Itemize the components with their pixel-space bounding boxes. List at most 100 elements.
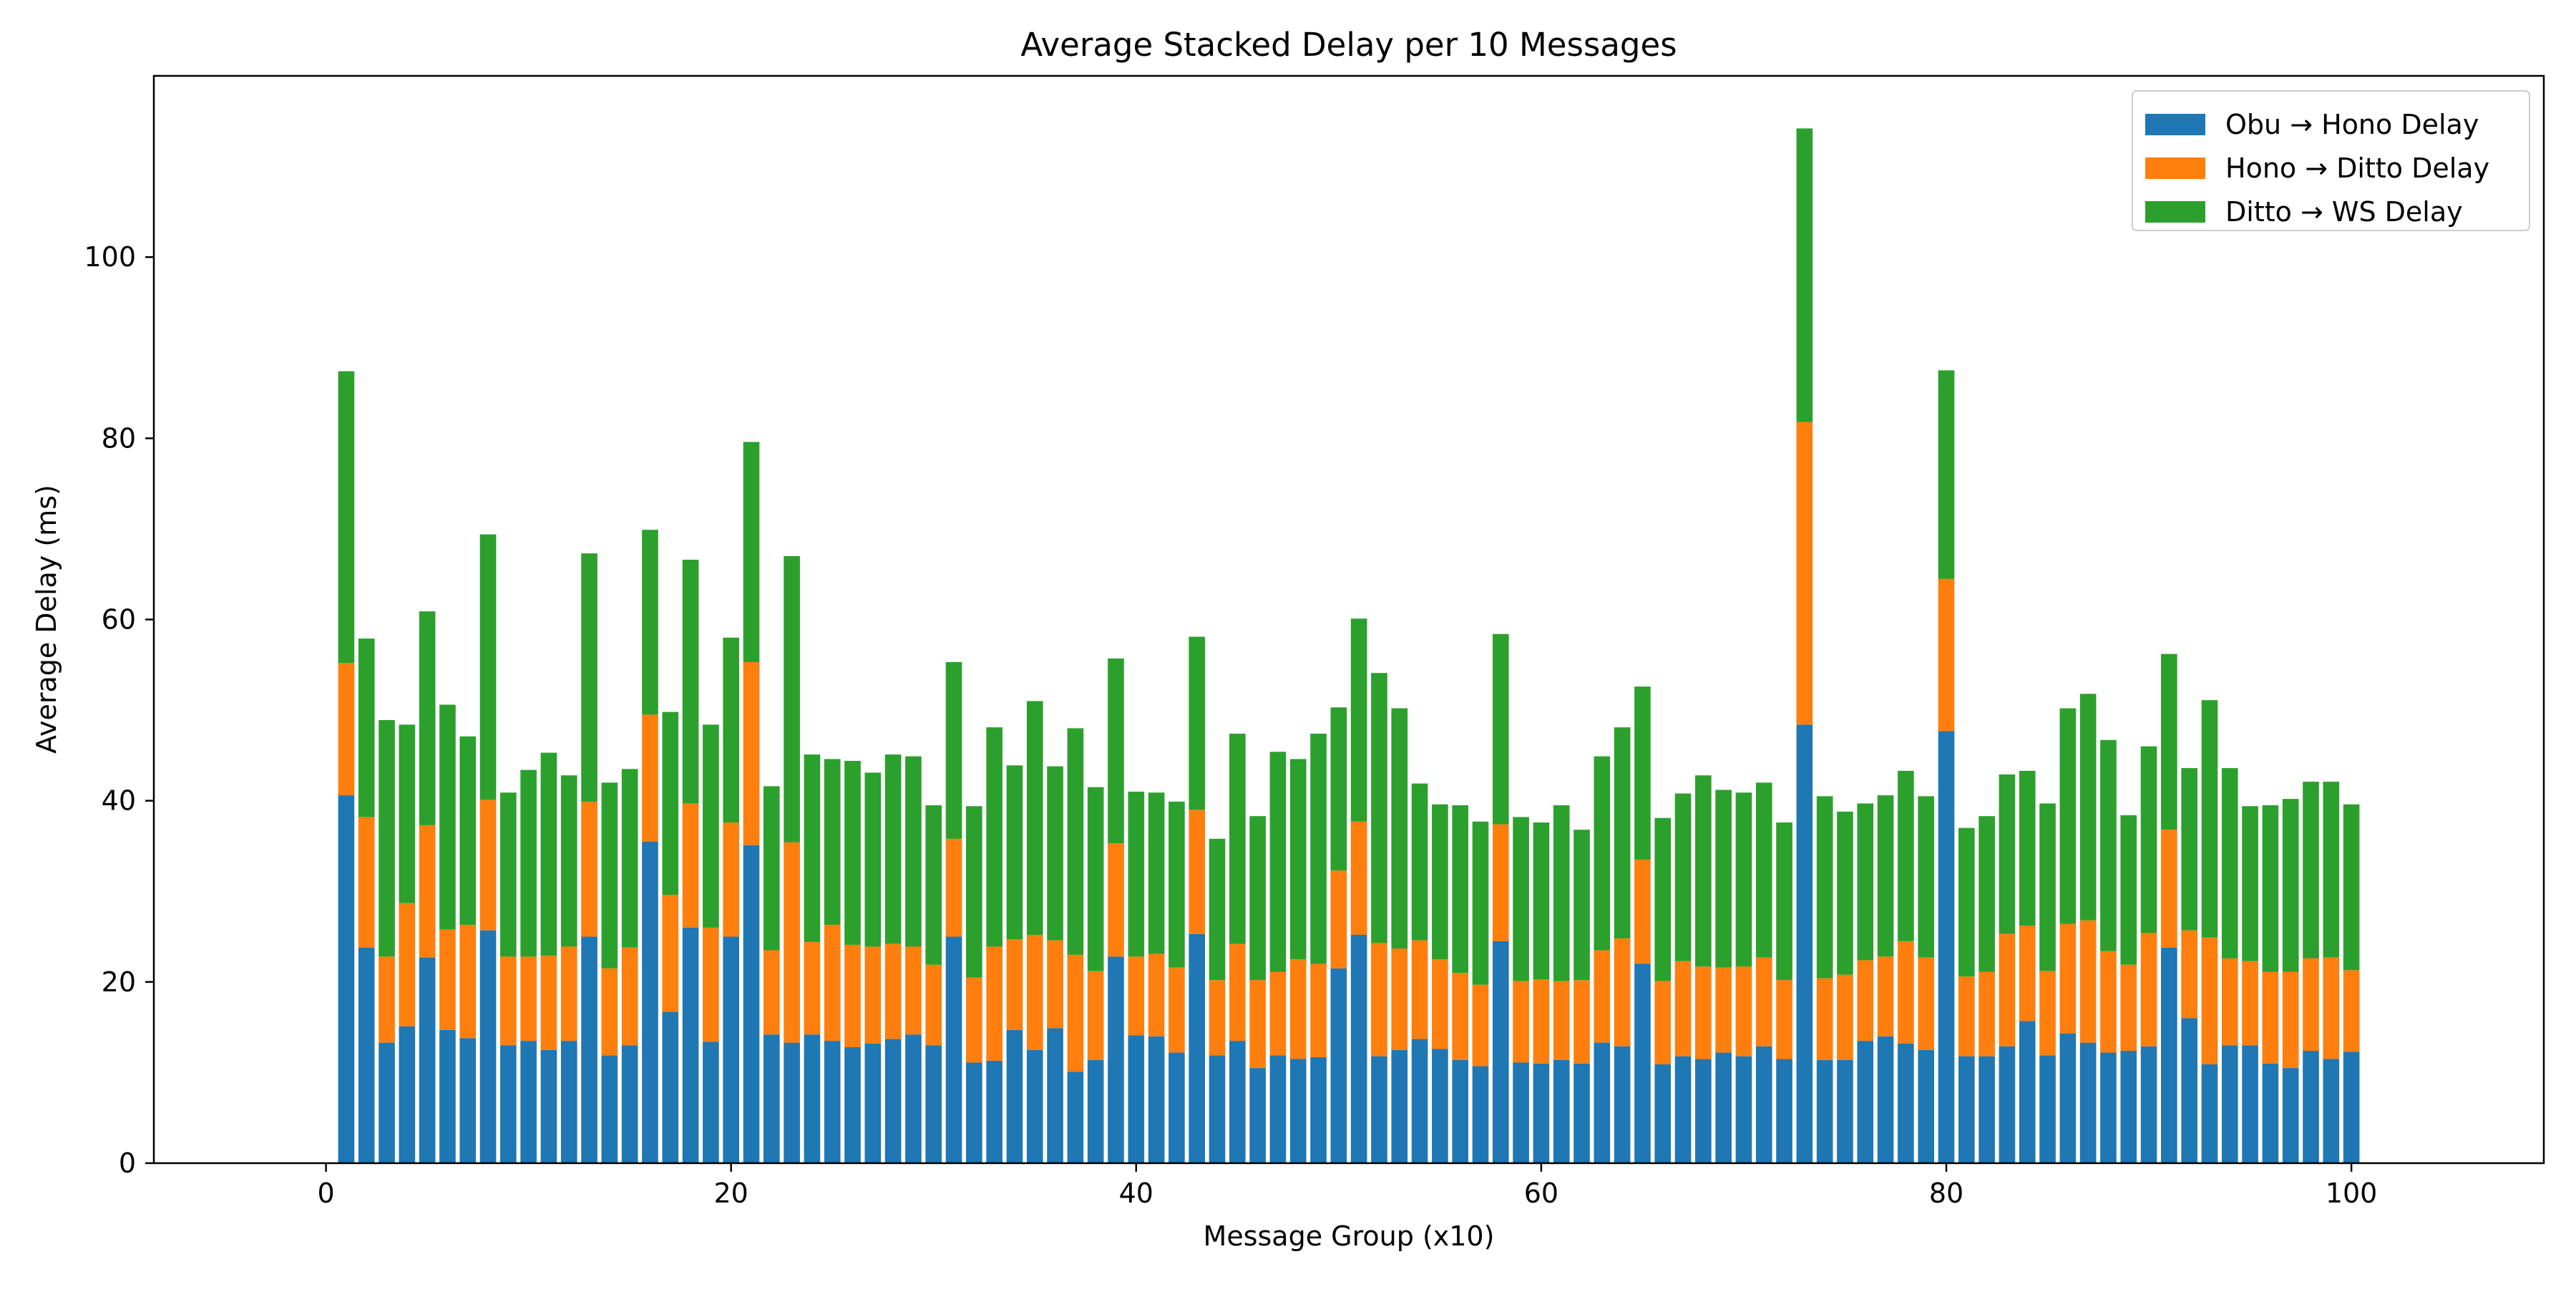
bar-ditto-ws-delay-96 <box>2262 805 2279 972</box>
chart-title: Average Stacked Delay per 10 Messages <box>1020 26 1677 64</box>
bar-obu-hono-delay-17 <box>662 1011 679 1163</box>
bar-hono-ditto-delay-18 <box>682 803 699 928</box>
bar-ditto-ws-delay-20 <box>723 637 740 823</box>
bar-obu-hono-delay-53 <box>1391 1049 1408 1163</box>
bar-ditto-ws-delay-87 <box>2079 694 2097 921</box>
bar-ditto-ws-delay-33 <box>986 727 1002 947</box>
bar-ditto-ws-delay-46 <box>1249 816 1266 981</box>
bar-obu-hono-delay-81 <box>1958 1056 1975 1163</box>
x-tick-label: 40 <box>1119 1177 1153 1209</box>
legend-label-ditto-ws-delay: Ditto → WS Delay <box>2225 196 2463 228</box>
bar-ditto-ws-delay-15 <box>621 769 638 948</box>
bar-obu-hono-delay-75 <box>1837 1059 1853 1163</box>
bar-ditto-ws-delay-55 <box>1432 804 1448 960</box>
bar-obu-hono-delay-7 <box>459 1038 477 1163</box>
bar-hono-ditto-delay-31 <box>945 838 962 937</box>
bar-ditto-ws-delay-50 <box>1330 707 1347 871</box>
bar-hono-ditto-delay-19 <box>703 927 719 1042</box>
bar-hono-ditto-delay-86 <box>2059 923 2077 1034</box>
bar-hono-ditto-delay-16 <box>642 714 658 842</box>
bar-obu-hono-delay-80 <box>1938 731 1955 1163</box>
bar-obu-hono-delay-42 <box>1169 1052 1185 1163</box>
bar-obu-hono-delay-50 <box>1330 968 1347 1163</box>
bar-hono-ditto-delay-96 <box>2262 971 2279 1064</box>
bar-ditto-ws-delay-74 <box>1816 796 1833 978</box>
bar-ditto-ws-delay-37 <box>1067 728 1084 955</box>
bar-ditto-ws-delay-93 <box>2201 700 2218 938</box>
bar-obu-hono-delay-44 <box>1209 1055 1226 1163</box>
bar-ditto-ws-delay-11 <box>540 752 557 956</box>
bar-obu-hono-delay-41 <box>1148 1036 1165 1163</box>
bar-hono-ditto-delay-41 <box>1148 953 1165 1036</box>
bar-ditto-ws-delay-5 <box>419 611 436 825</box>
bar-obu-hono-delay-90 <box>2140 1046 2157 1163</box>
bar-obu-hono-delay-25 <box>824 1041 841 1163</box>
bar-obu-hono-delay-73 <box>1796 724 1813 1163</box>
bar-ditto-ws-delay-75 <box>1837 811 1853 975</box>
bar-ditto-ws-delay-9 <box>500 792 517 957</box>
bar-ditto-ws-delay-14 <box>601 782 618 968</box>
bar-hono-ditto-delay-25 <box>824 925 841 1041</box>
bar-ditto-ws-delay-6 <box>439 704 456 930</box>
bar-ditto-ws-delay-99 <box>2323 782 2340 958</box>
bar-obu-hono-delay-78 <box>1898 1043 1914 1163</box>
bar-ditto-ws-delay-35 <box>1026 701 1043 936</box>
bar-ditto-ws-delay-8 <box>479 534 497 800</box>
bar-obu-hono-delay-21 <box>743 845 760 1163</box>
bar-obu-hono-delay-51 <box>1350 935 1367 1163</box>
bar-obu-hono-delay-86 <box>2059 1033 2077 1163</box>
bar-ditto-ws-delay-82 <box>1979 816 1995 972</box>
bar-hono-ditto-delay-81 <box>1958 976 1975 1057</box>
bar-ditto-ws-delay-47 <box>1269 752 1287 972</box>
bar-obu-hono-delay-100 <box>2343 1051 2360 1163</box>
bar-ditto-ws-delay-43 <box>1189 636 1206 810</box>
bar-ditto-ws-delay-62 <box>1574 830 1590 981</box>
bar-obu-hono-delay-88 <box>2100 1052 2117 1163</box>
bar-hono-ditto-delay-88 <box>2100 951 2117 1053</box>
bar-obu-hono-delay-77 <box>1877 1036 1894 1163</box>
bar-hono-ditto-delay-77 <box>1877 956 1894 1036</box>
bar-ditto-ws-delay-18 <box>682 559 699 804</box>
bar-obu-hono-delay-85 <box>2039 1055 2056 1163</box>
bar-hono-ditto-delay-43 <box>1189 810 1206 934</box>
bar-hono-ditto-delay-54 <box>1411 940 1428 1039</box>
bar-hono-ditto-delay-38 <box>1087 971 1104 1060</box>
bar-hono-ditto-delay-65 <box>1634 859 1651 964</box>
bar-obu-hono-delay-28 <box>884 1039 902 1163</box>
bar-obu-hono-delay-9 <box>500 1045 517 1163</box>
bar-ditto-ws-delay-84 <box>2019 770 2036 926</box>
legend-label-hono-ditto-delay: Hono → Ditto Delay <box>2225 152 2489 184</box>
bar-ditto-ws-delay-91 <box>2161 654 2177 830</box>
bar-hono-ditto-delay-12 <box>560 946 577 1041</box>
bar-obu-hono-delay-6 <box>439 1029 456 1163</box>
bar-hono-ditto-delay-4 <box>399 903 416 1026</box>
bar-ditto-ws-delay-7 <box>459 736 477 926</box>
bar-obu-hono-delay-32 <box>966 1062 982 1163</box>
bar-ditto-ws-delay-60 <box>1533 822 1550 980</box>
legend-label-obu-hono-delay: Obu → Hono Delay <box>2225 109 2479 140</box>
bar-ditto-ws-delay-65 <box>1634 686 1651 860</box>
y-tick-label: 80 <box>102 422 136 454</box>
bar-hono-ditto-delay-74 <box>1816 978 1833 1060</box>
bar-hono-ditto-delay-9 <box>500 956 517 1046</box>
bar-hono-ditto-delay-71 <box>1755 957 1772 1046</box>
x-tick-label: 20 <box>714 1177 748 1209</box>
bar-hono-ditto-delay-67 <box>1674 961 1692 1057</box>
bar-hono-ditto-delay-26 <box>844 944 861 1047</box>
bar-hono-ditto-delay-3 <box>379 956 395 1043</box>
bar-hono-ditto-delay-7 <box>459 925 477 1039</box>
bar-ditto-ws-delay-69 <box>1715 790 1732 968</box>
x-tick-label: 80 <box>1929 1177 1963 1209</box>
bar-ditto-ws-delay-73 <box>1796 128 1813 422</box>
bar-ditto-ws-delay-39 <box>1108 658 1124 844</box>
bar-hono-ditto-delay-87 <box>2079 920 2097 1043</box>
bar-ditto-ws-delay-95 <box>2242 806 2258 961</box>
bar-obu-hono-delay-74 <box>1816 1059 1833 1163</box>
bar-hono-ditto-delay-45 <box>1229 943 1246 1041</box>
bar-obu-hono-delay-49 <box>1310 1057 1327 1163</box>
bar-hono-ditto-delay-30 <box>925 964 942 1046</box>
bar-obu-hono-delay-91 <box>2161 947 2177 1163</box>
bar-hono-ditto-delay-20 <box>723 822 740 937</box>
bar-obu-hono-delay-40 <box>1128 1035 1145 1163</box>
bar-ditto-ws-delay-97 <box>2282 799 2299 972</box>
